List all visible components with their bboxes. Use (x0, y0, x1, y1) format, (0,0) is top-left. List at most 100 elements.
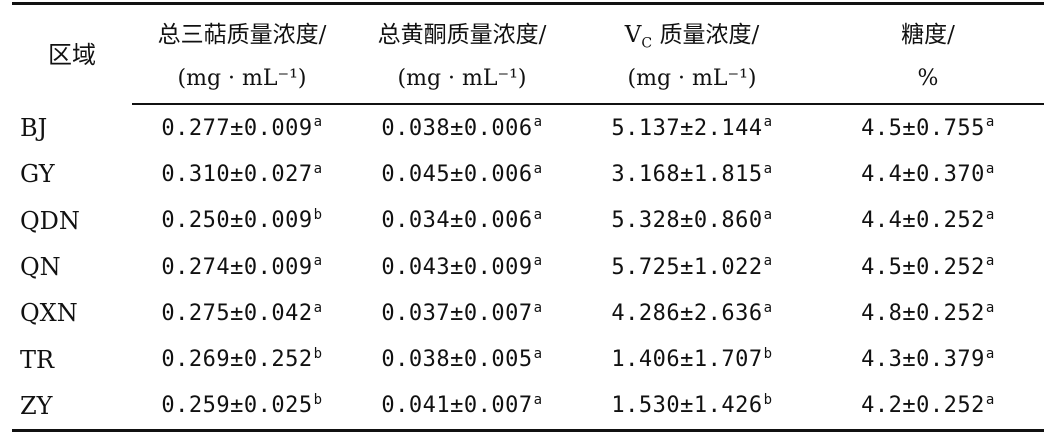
triterpene-significance-letter: a (313, 160, 323, 177)
region-cell: BJ (20, 113, 48, 142)
triterpene-cell: 0.277±0.009a (132, 104, 352, 151)
triterpene-value: 0.274±0.009 (161, 254, 313, 280)
triterpene-value: 0.250±0.009 (161, 208, 313, 234)
sugar-cell: 4.5±0.755a (812, 104, 1044, 151)
sugar-significance-letter: a (985, 253, 995, 270)
table-body: BJ 0.277±0.009a 0.038±0.006a 5.137±2.144a 4.… (12, 104, 1044, 433)
header-vc-unit: (mg · mL⁻¹) (572, 53, 812, 105)
triterpene-significance-letter: b (313, 345, 323, 362)
flavone-cell: 0.045±0.006a (352, 151, 572, 197)
flavone-significance-letter: a (533, 206, 543, 223)
vc-cell: 3.168±1.815a (572, 151, 812, 197)
flavone-significance-letter: a (533, 114, 543, 131)
header-region: 区域 (12, 2, 132, 104)
sugar-value: 4.4±0.252 (861, 208, 985, 234)
flavone-value: 0.043±0.009 (381, 254, 533, 280)
flavone-value: 0.038±0.005 (381, 347, 533, 373)
flavone-value: 0.037±0.007 (381, 300, 533, 326)
vc-value: 5.328±0.860 (611, 208, 763, 234)
flavone-value: 0.041±0.007 (381, 393, 533, 419)
triterpene-significance-letter: a (313, 114, 323, 131)
triterpene-significance-letter: b (313, 206, 323, 223)
sugar-significance-letter: a (985, 114, 995, 131)
vc-significance-letter: b (763, 392, 773, 409)
triterpene-cell: 0.310±0.027a (132, 151, 352, 197)
triterpene-cell: 0.274±0.009a (132, 244, 352, 290)
vc-significance-letter: a (763, 114, 773, 131)
vc-significance-letter: a (763, 253, 773, 270)
vc-value: 4.286±2.636 (611, 300, 763, 326)
header-vc-rest: 质量浓度/ (652, 22, 760, 48)
triterpene-cell: 0.275±0.042a (132, 290, 352, 336)
region-cell: GY (20, 160, 55, 189)
triterpene-value: 0.277±0.009 (161, 115, 313, 141)
vc-significance-letter: a (763, 299, 773, 316)
region-cell: ZY (12, 382, 132, 433)
sugar-value: 4.5±0.755 (861, 115, 985, 141)
flavone-significance-letter: a (533, 253, 543, 270)
triterpene-cell: 0.269±0.252b (132, 336, 352, 382)
sugar-significance-letter: a (985, 299, 995, 316)
vc-value: 3.168±1.815 (611, 161, 763, 187)
data-table: 区域 总三萜质量浓度/ 总黄酮质量浓度/ VC 质量浓度/ 糖度/ (mg · … (12, 2, 1044, 433)
vc-cell: 1.406±1.707b (572, 336, 812, 382)
flavone-significance-letter: a (533, 299, 543, 316)
header-vc: VC 质量浓度/ (572, 2, 812, 53)
vc-cell: 5.725±1.022a (572, 244, 812, 290)
vc-significance-letter: a (763, 160, 773, 177)
header-flavone-unit: (mg · mL⁻¹) (352, 53, 572, 105)
flavone-value: 0.045±0.006 (381, 161, 533, 187)
header-vc-v: V (624, 22, 642, 48)
sugar-value: 4.4±0.370 (861, 161, 985, 187)
sugar-value: 4.3±0.379 (861, 347, 985, 373)
triterpene-significance-letter: b (313, 392, 323, 409)
header-triterpene: 总三萜质量浓度/ (132, 2, 352, 53)
table-row: TR 0.269±0.252b 0.038±0.005a 1.406±1.707b 4.… (12, 336, 1044, 382)
sugar-significance-letter: a (985, 160, 995, 177)
table-header: 区域 总三萜质量浓度/ 总黄酮质量浓度/ VC 质量浓度/ 糖度/ (mg · … (12, 2, 1044, 105)
vc-value: 5.137±2.144 (611, 115, 763, 141)
table-row: GY 0.310±0.027a 0.045±0.006a 3.168±1.815a 4.… (12, 151, 1044, 197)
vc-value: 1.406±1.707 (611, 347, 763, 373)
vc-value: 5.725±1.022 (611, 254, 763, 280)
triterpene-cell: 0.250±0.009b (132, 198, 352, 244)
sugar-cell: 4.5±0.252a (812, 244, 1044, 290)
vc-value: 1.530±1.426 (611, 393, 763, 419)
triterpene-significance-letter: a (313, 299, 323, 316)
triterpene-value: 0.269±0.252 (161, 347, 313, 373)
sugar-significance-letter: a (985, 345, 995, 362)
header-sugar: 糖度/ (812, 2, 1044, 53)
sugar-value: 4.5±0.252 (861, 254, 985, 280)
sugar-cell: 4.4±0.252a (812, 198, 1044, 244)
flavone-significance-letter: a (533, 160, 543, 177)
table-row: QDN 0.250±0.009b 0.034±0.006a 5.328±0.860a 4… (12, 198, 1044, 244)
flavone-cell: 0.041±0.007a (352, 382, 572, 433)
region-cell: QN (20, 253, 61, 282)
vc-cell: 1.530±1.426b (572, 382, 812, 433)
header-row-1: 区域 总三萜质量浓度/ 总黄酮质量浓度/ VC 质量浓度/ 糖度/ (12, 2, 1044, 104)
sugar-cell: 4.4±0.370a (812, 151, 1044, 197)
header-flavone: 总黄酮质量浓度/ (352, 2, 572, 53)
sugar-cell: 4.3±0.379a (812, 336, 1044, 382)
header-row-2: (mg · mL⁻¹) (mg · mL⁻¹) (mg · mL⁻¹) % (12, 53, 1044, 105)
flavone-significance-letter: a (533, 345, 543, 362)
triterpene-value: 0.275±0.042 (161, 300, 313, 326)
flavone-cell: 0.038±0.005a (352, 336, 572, 382)
table-row: BJ 0.277±0.009a 0.038±0.006a 5.137±2.144a 4.… (12, 104, 1044, 151)
sugar-cell: 4.2±0.252a (812, 382, 1044, 433)
table-row: QN 0.274±0.009a 0.043±0.009a 5.725±1.022a 4.… (12, 244, 1044, 290)
triterpene-cell: 0.259±0.025b (132, 382, 352, 433)
vc-cell: 4.286±2.636a (572, 290, 812, 336)
header-sugar-unit: % (812, 53, 1044, 105)
flavone-cell: 0.043±0.009a (352, 244, 572, 290)
vc-significance-letter: a (763, 206, 773, 223)
table-row: ZY 0.259±0.025b 0.041±0.007a 1.530±1.426b 4.… (12, 382, 1044, 433)
data-table-container: 区域 总三萜质量浓度/ 总黄酮质量浓度/ VC 质量浓度/ 糖度/ (mg · … (12, 2, 1044, 433)
table-row: QXN 0.275±0.042a 0.037±0.007a 4.286±2.636a 4… (12, 290, 1044, 336)
flavone-significance-letter: a (533, 392, 543, 409)
sugar-value: 4.8±0.252 (861, 300, 985, 326)
vc-cell: 5.137±2.144a (572, 104, 812, 151)
vc-cell: 5.328±0.860a (572, 198, 812, 244)
sugar-significance-letter: a (985, 392, 995, 409)
region-cell: TR (20, 345, 55, 374)
